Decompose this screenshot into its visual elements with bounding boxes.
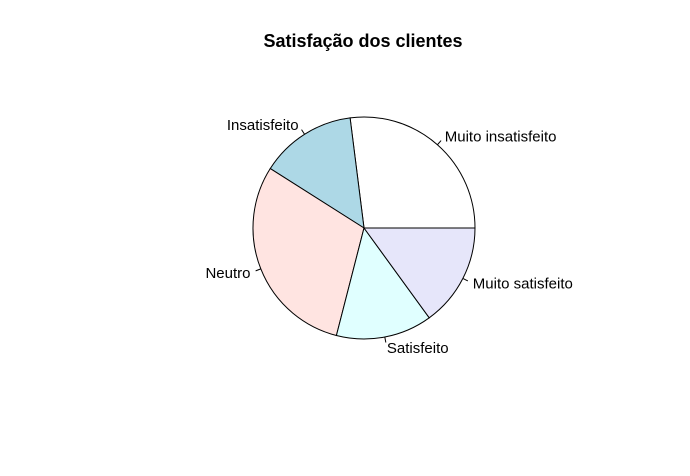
pie-label-insatisfeito: Insatisfeito [227,117,299,134]
pie-slice-insatisfeito [269,117,365,229]
pie-slice-satisfeito [335,226,430,340]
pie-slice-neutro [252,167,365,337]
pie-label-tick [437,140,442,146]
pie-label-muito-satisfeito: Muito satisfeito [473,275,573,292]
pie-label-tick [462,277,469,282]
pie-slice-muito-insatisfeito [349,116,476,229]
pie-label-tick [301,129,305,135]
pie-slices [252,116,476,340]
pie-labels: Muito insatisfeito Insatisfeito Neutro Sati… [205,117,572,357]
pie-label-muito-insatisfeito: Muito insatisfeito [445,128,557,145]
pie-label-tick [384,336,387,343]
chart-title: Satisfação dos clientes [263,31,462,51]
pie-label-neutro: Neutro [205,265,250,282]
pie-label-tick [255,268,261,272]
pie-label-satisfeito: Satisfeito [387,340,449,357]
